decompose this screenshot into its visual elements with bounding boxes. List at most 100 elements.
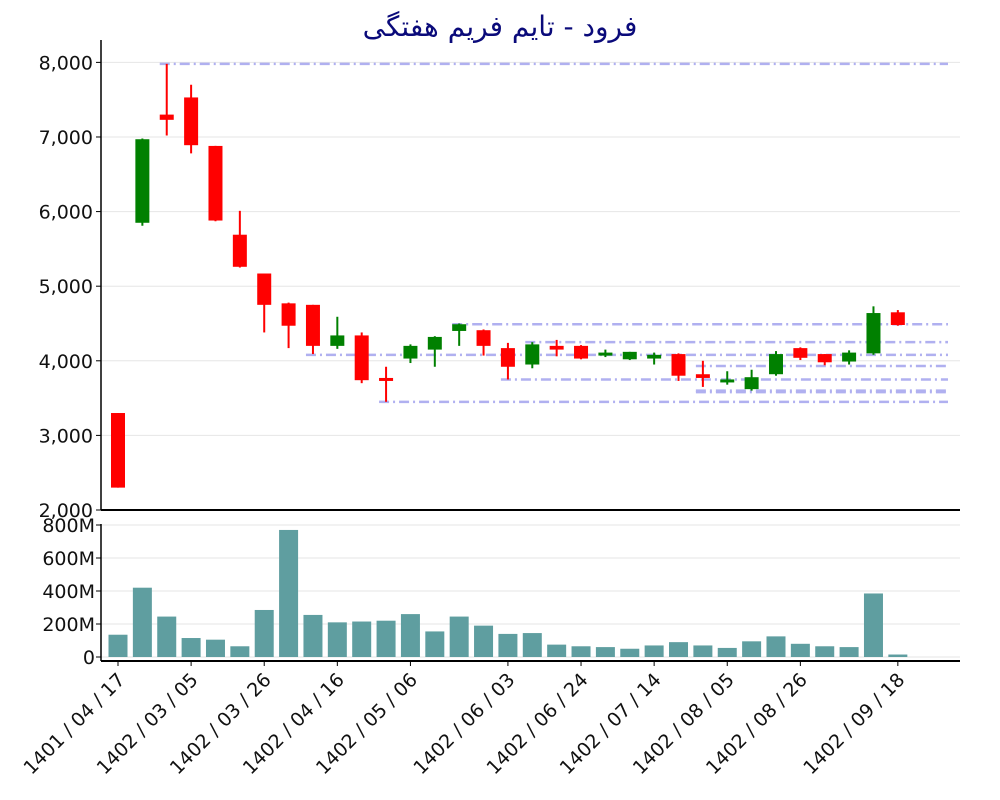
volume-bar: [498, 633, 518, 657]
candle: [817, 354, 832, 366]
candle-body: [184, 97, 199, 146]
candle: [257, 273, 272, 333]
candle-body: [622, 351, 637, 360]
candle-body: [768, 354, 783, 375]
volume-bar: [742, 641, 762, 657]
candle-body: [379, 377, 394, 381]
candle: [427, 336, 442, 367]
volume-bar: [376, 620, 396, 657]
volume-bar: [620, 648, 640, 657]
volume-bar: [303, 614, 323, 657]
price-gridlines: [101, 61, 960, 511]
candle: [598, 349, 613, 358]
volume-bar: [425, 631, 445, 657]
candle: [159, 63, 174, 136]
candle-body: [427, 336, 442, 350]
candle: [866, 306, 881, 355]
candle: [525, 342, 540, 369]
candle: [111, 413, 125, 488]
price-tick-label: 2,000: [39, 500, 93, 522]
candle: [354, 332, 369, 384]
candle-body: [598, 352, 613, 356]
volume-bars: [108, 529, 908, 657]
volume-bar: [863, 593, 883, 657]
candle: [208, 145, 223, 222]
candle-body: [330, 335, 345, 346]
candle: [549, 339, 564, 357]
candle-body: [232, 234, 247, 267]
candle: [768, 351, 783, 376]
candle: [647, 352, 662, 365]
candle-body: [890, 312, 905, 325]
candle-body: [354, 335, 369, 381]
candle: [184, 84, 199, 154]
volume-bar: [669, 642, 689, 657]
candle-body: [452, 324, 467, 331]
candle: [622, 351, 637, 361]
candle-body: [671, 354, 686, 376]
x-tick-label: 1402 / 09 / 18: [799, 669, 909, 779]
volume-bar: [547, 644, 567, 657]
price-tick-label: 8,000: [39, 52, 93, 74]
volume-bar: [766, 636, 786, 657]
price-axis-ticks: 2,000 3,000 4,000 5,000 6,000 7,000 8,000: [39, 52, 101, 522]
volume-bar: [400, 614, 420, 657]
volume-bar: [839, 647, 859, 657]
candle-body: [720, 379, 735, 383]
volume-bar: [888, 654, 908, 657]
price-tick-label: 4,000: [39, 351, 93, 373]
volume-gridlines: [101, 524, 960, 658]
volume-bar: [595, 647, 615, 657]
volume-bar: [644, 645, 664, 657]
candles: [111, 63, 905, 488]
candle: [744, 369, 759, 391]
candle-body: [647, 354, 662, 359]
volume-tick-label: 800M: [42, 515, 95, 537]
price-tick-label: 6,000: [39, 202, 93, 224]
volume-bar: [132, 587, 152, 657]
price-tick-label: 5,000: [39, 276, 93, 298]
candle-body: [305, 304, 320, 346]
volume-bar: [352, 621, 372, 657]
candle: [793, 347, 808, 361]
volume-bar: [327, 622, 347, 657]
volume-tick-label: 600M: [42, 548, 95, 570]
price-tick-label: 3,000: [39, 425, 93, 447]
candle: [500, 342, 515, 380]
candle-body: [866, 313, 881, 354]
candle-body: [159, 114, 174, 120]
candle-body: [817, 354, 832, 363]
candle: [452, 323, 467, 346]
volume-bar: [181, 638, 201, 657]
candle-body: [403, 345, 418, 359]
support-resistance-levels: [159, 62, 948, 404]
volume-tick-label: 200M: [42, 614, 95, 636]
candle: [135, 138, 150, 226]
volume-bar: [449, 616, 469, 657]
volume-tick-label: 400M: [42, 581, 95, 603]
candle-body: [549, 345, 564, 350]
candle: [890, 310, 905, 326]
candle: [330, 316, 345, 349]
volume-bar: [790, 643, 810, 657]
volume-bar: [474, 625, 494, 657]
price-tick-label: 7,000: [39, 127, 93, 149]
candle: [720, 371, 735, 385]
volume-bar: [815, 646, 835, 657]
candle-body: [574, 345, 589, 359]
candle-body: [525, 344, 540, 365]
candle-body: [842, 352, 857, 362]
volume-axis-ticks: 0 200M 400M 600M 800M: [42, 515, 101, 669]
volume-bar: [522, 633, 542, 657]
volume-bar: [254, 609, 274, 657]
candle: [842, 350, 857, 365]
volume-bar: [205, 639, 225, 657]
candle: [232, 210, 247, 268]
candle: [305, 304, 320, 355]
chart-title: فرود - تایم فریم هفتگی: [363, 10, 638, 43]
candle-body: [500, 348, 515, 367]
candle: [476, 329, 491, 356]
candle-body: [793, 348, 808, 358]
